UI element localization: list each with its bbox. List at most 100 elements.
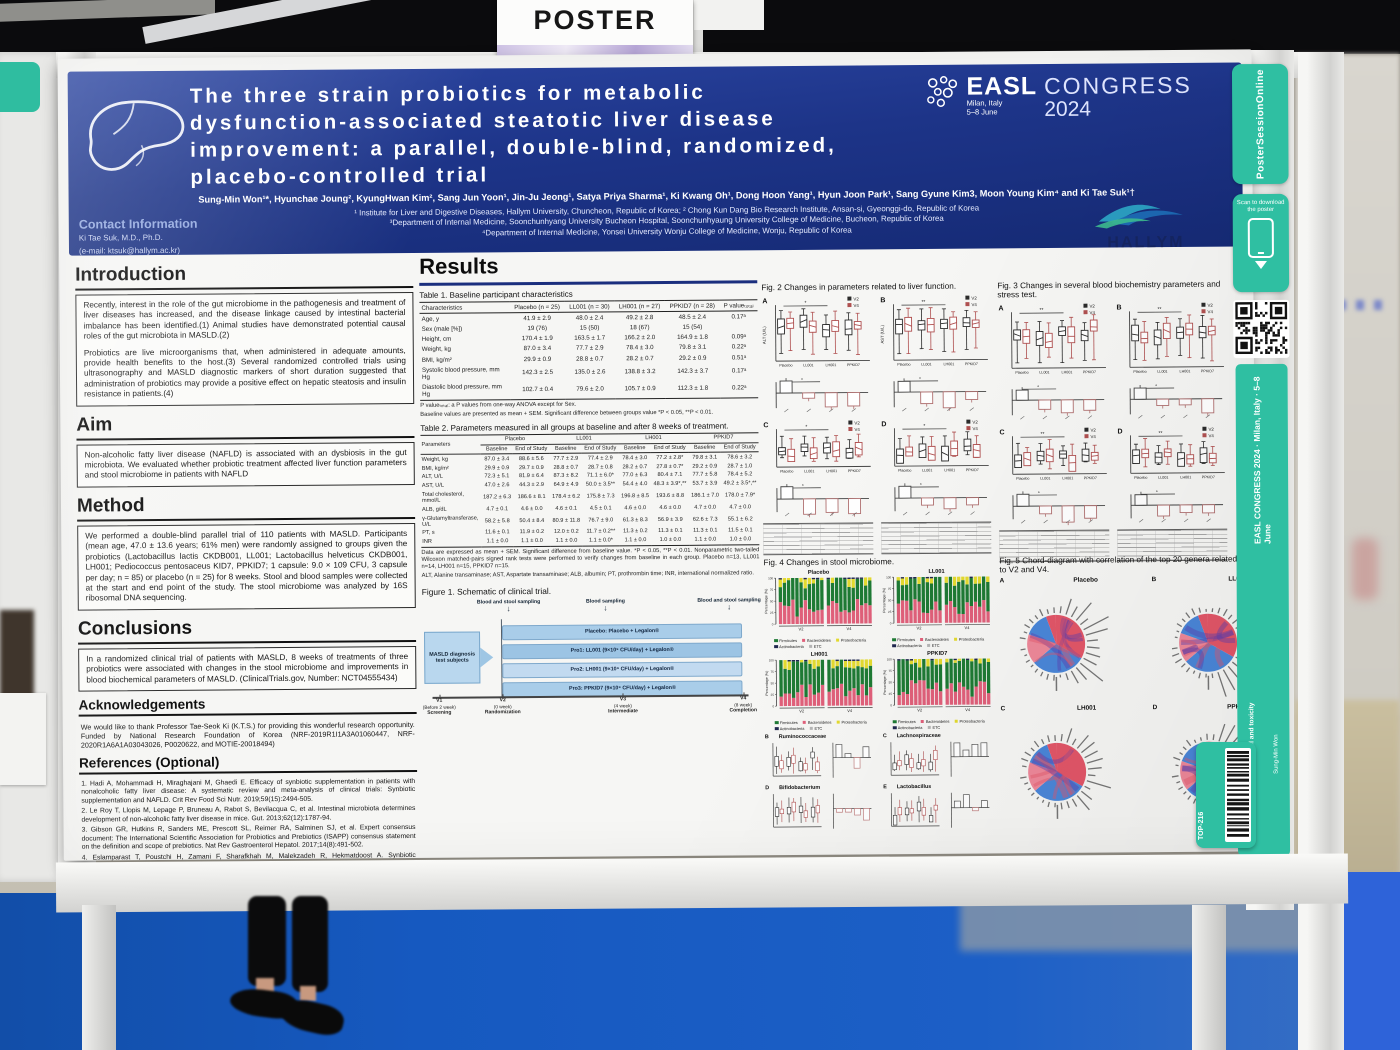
svg-text:D: D bbox=[1117, 428, 1122, 435]
svg-text:V2: V2 bbox=[972, 420, 978, 425]
figure1-caption: Figure 1. Schematic of clinical trial. bbox=[421, 586, 552, 598]
table-cell: 170.4 ± 1.9 bbox=[521, 335, 553, 343]
table-cell: 61.3 ± 8.3 bbox=[622, 516, 648, 523]
easl-congress-logo: EASL Milan, Italy 5–8 June CONGRESS 2024 bbox=[923, 72, 1192, 123]
table-cell: 11.7 ± 0.2** bbox=[586, 528, 616, 535]
table-cell: 62.6 ± 7.3 bbox=[692, 516, 718, 523]
legend-item: Actinobacteria bbox=[774, 726, 804, 731]
svg-text:V2: V2 bbox=[799, 708, 805, 713]
legend-item: Actinobacteria bbox=[892, 643, 922, 648]
figure-row: Placebo 0 25 50 75 100 Percentage (%) V2 V4 Firmi… bbox=[764, 568, 995, 649]
table-cell: 87.0 ± 3.4 bbox=[484, 456, 510, 463]
table-cell: 0.17ᵃ bbox=[731, 367, 747, 375]
table-cell: 78.4 ± 3.0 bbox=[622, 455, 648, 462]
svg-text:**: ** bbox=[1040, 308, 1044, 314]
svg-text:B: B bbox=[1116, 304, 1121, 311]
table-cell: 50.4 ± 8.4 bbox=[519, 517, 545, 524]
row-label: Total cholesterol, mmol/L bbox=[421, 491, 464, 504]
table-cell: 47.0 ± 2.6 bbox=[484, 482, 510, 489]
table2-sub-header: Baseline bbox=[485, 446, 508, 453]
svg-text:Placebo: Placebo bbox=[780, 469, 793, 473]
easl-strip-logo: EASL CONGRESS 2024 · Milan, Italy · 5–8 … bbox=[1251, 376, 1273, 545]
table-cell: 1.1 ± 0.0 bbox=[694, 536, 717, 543]
poster-sign-label: POSTER bbox=[533, 5, 657, 35]
figure-row: B Ruminococcaceae C Lachnospiraceae bbox=[765, 732, 995, 782]
svg-text:PPKID7: PPKID7 bbox=[847, 363, 860, 367]
genus-panel-charts bbox=[883, 789, 993, 832]
reference-item: 1. Hadi A, Mohammadi H, Miraghajani M, G… bbox=[81, 777, 416, 805]
genus-panel: C Lachnospiraceae bbox=[883, 732, 993, 781]
table-cell: 28.2 ± 0.7 bbox=[626, 354, 654, 362]
poster-number: TOP-216 bbox=[1198, 811, 1205, 840]
svg-text:LL001: LL001 bbox=[804, 469, 814, 473]
legend-item: Firmicutes bbox=[774, 638, 797, 643]
figure-row: * * bbox=[762, 376, 992, 416]
svg-text:LH001: LH001 bbox=[826, 469, 837, 473]
table-cell: 79.8 ± 3.1 bbox=[678, 344, 707, 352]
table-cell: 187.2 ± 6.3 bbox=[483, 494, 512, 501]
svg-text:25: 25 bbox=[770, 611, 774, 615]
svg-text:LL001: LL001 bbox=[921, 362, 931, 366]
table-cell: 29.2 ± 0.9 bbox=[692, 463, 718, 470]
table-cell: 0.51ᵃ bbox=[731, 353, 747, 362]
legend-item: Firmicutes bbox=[774, 720, 798, 725]
adjacent-board-tab bbox=[0, 62, 40, 112]
table2-group-header: Placebo bbox=[480, 434, 550, 445]
svg-text:LL001: LL001 bbox=[1039, 370, 1049, 374]
svg-text:V4: V4 bbox=[972, 426, 978, 431]
table-cell: 11.6 ± 0.1 bbox=[485, 529, 510, 536]
genus-panel: D Bifidobacterium bbox=[765, 784, 875, 833]
table-cell: 80.9 ± 11.8 bbox=[552, 517, 581, 524]
figure3-area: Fig. 3 Changes in several blood biochemi… bbox=[997, 280, 1239, 566]
svg-text:25: 25 bbox=[889, 692, 893, 696]
board-leg bbox=[1192, 905, 1226, 1050]
table-cell: 4.7 ± 0.0 bbox=[729, 504, 752, 511]
sampling-label: Blood and stool sampling ↓ bbox=[689, 598, 769, 613]
table-cell: 49.2 ± 3.5*,** bbox=[723, 480, 757, 487]
svg-text:Percentage (%): Percentage (%) bbox=[882, 588, 886, 613]
figure-row: C V2 V4 * Placebo LL001 LH001 PPKID7 D V2 V4 * Place… bbox=[762, 417, 992, 481]
row-label: γ-Glutamyltransferase, U/L bbox=[422, 515, 479, 528]
svg-text:V2: V2 bbox=[1090, 428, 1096, 433]
svg-text:V4: V4 bbox=[971, 302, 977, 307]
introduction-paragraph: Probiotics are live microorganisms that,… bbox=[83, 345, 407, 399]
results-column: Results Table 1. Baseline participant ch… bbox=[419, 251, 761, 716]
section-introduction-body: Recently, interest in the role of the gu… bbox=[75, 291, 415, 407]
table-cell: 44.3 ± 2.9 bbox=[519, 482, 544, 489]
barchart-panel: * bbox=[1011, 385, 1105, 420]
table-cell: 48.5 ± 2.4 bbox=[678, 313, 707, 321]
svg-text:V4: V4 bbox=[1207, 309, 1213, 314]
svg-text:A: A bbox=[762, 298, 767, 305]
genus-boxplot bbox=[772, 794, 822, 828]
svg-text:C: C bbox=[999, 429, 1004, 436]
legend-item: Bacteroidetes bbox=[802, 720, 831, 725]
table-footnote: ALT, Alanine transaminase; AST, Aspartat… bbox=[421, 570, 755, 580]
svg-text:**: ** bbox=[921, 299, 925, 305]
svg-text:V2: V2 bbox=[1089, 304, 1095, 309]
table-cell: 29.2 ± 0.9 bbox=[678, 354, 707, 362]
table-cell: 81.9 ± 6.4 bbox=[518, 473, 544, 480]
svg-text:V4: V4 bbox=[965, 625, 971, 630]
mini-table bbox=[763, 522, 874, 556]
side-banner: PosterSessionOnline Scan to download the… bbox=[1230, 58, 1296, 858]
trial-arm-bar: Placebo: Placebo + Legalon® bbox=[501, 623, 743, 641]
poster-sign: POSTER bbox=[497, 0, 693, 62]
table-cell: 28.7 ± 1.0 bbox=[727, 462, 753, 470]
genus-panel: E Lactobacillus bbox=[883, 783, 993, 832]
table-cell: 29.9 ± 0.9 bbox=[484, 464, 510, 472]
table1: Characteristics Placebo (n = 25) LL001 (n … bbox=[419, 299, 759, 400]
poster-number-tab: TOP-216 bbox=[1196, 742, 1256, 848]
table-cell: 72.3 ± 5.1 bbox=[484, 473, 510, 480]
svg-text:V2: V2 bbox=[917, 707, 923, 712]
background-person bbox=[1352, 538, 1378, 600]
down-arrow-icon: ↓ bbox=[506, 604, 511, 614]
masld-subjects-box: MASLD diagnosis test subjects bbox=[424, 631, 481, 685]
genus-barchart bbox=[950, 792, 990, 828]
genus-panel-charts bbox=[765, 790, 875, 833]
svg-text:Placebo: Placebo bbox=[1133, 370, 1146, 374]
table-cell: 77.2 ± 2.8* bbox=[656, 454, 684, 461]
table2-param-header: Parameters bbox=[420, 434, 481, 455]
easl-location: Milan, Italy 5–8 June bbox=[966, 98, 1003, 117]
svg-text:V4: V4 bbox=[1090, 310, 1096, 315]
trial-arm-bar: Pro2: LH001 (9×10⁹ CFU/day) + Legalon® bbox=[502, 661, 743, 679]
